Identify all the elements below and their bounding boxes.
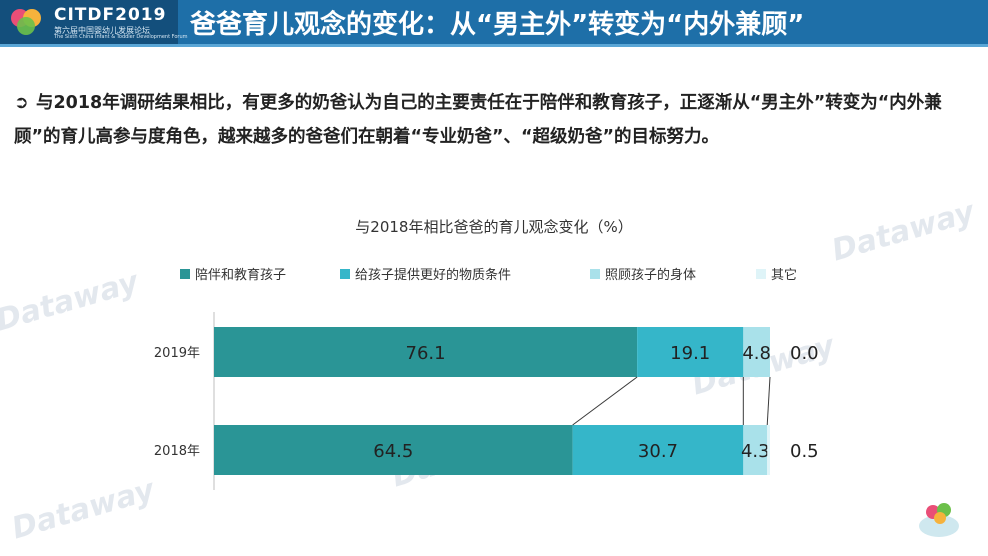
category-label: 2018年 [154,444,200,459]
logo: CITDF2019 第六届中国婴幼儿发展论坛 The Sixth China I… [0,0,188,44]
summary-text-block: ➲ 与2018年调研结果相比，有更多的奶爸认为自己的主要责任在于陪伴和教育孩子，正… [14,86,974,154]
series-line [572,376,638,426]
legend-swatch [756,269,766,279]
logo-title: CITDF2019 [54,5,167,25]
logo-subtitle: 第六届中国婴幼儿发展论坛 [54,26,150,35]
legend-swatch [340,269,350,279]
bar-segment [743,425,768,475]
summary-text: 与2018年调研结果相比，有更多的奶爸认为自己的主要责任在于陪伴和教育孩子，正逐… [14,93,942,147]
data-label: 76.1 [406,343,446,364]
bullet-arrow-icon: ➲ [14,93,29,113]
bar-segment [637,327,744,377]
category-label: 2019年 [154,346,200,361]
legend-label: 其它 [771,267,797,283]
logo-subtitle-en: The Sixth China Infant & Toddler Develop… [54,34,188,40]
legend-label: 照顾孩子的身体 [605,267,696,283]
legend-swatch [180,269,190,279]
bar-segment [214,425,573,475]
data-label: 0.5 [790,441,819,462]
bar-segment [214,327,638,377]
series-line [766,376,771,426]
data-label: 4.3 [741,441,770,462]
bar-segment [743,327,770,377]
legend-swatch [590,269,600,279]
bar-segment [572,425,744,475]
chart-title: 与2018年相比爸爸的育儿观念变化（%） [355,218,633,236]
legend-label: 陪伴和教育孩子 [195,267,286,283]
corner-logo-icon [919,503,959,537]
data-label: 19.1 [670,343,710,364]
data-label: 64.5 [373,441,413,462]
page-title: 爸爸育儿观念的变化：从“男主外”转变为“内外兼顾” [190,10,805,40]
header-accent-line [0,44,988,47]
data-label: 4.8 [742,343,771,364]
logo-heart-icon [11,9,41,35]
legend-label: 给孩子提供更好的物质条件 [355,267,511,283]
data-label: 0.0 [790,343,819,364]
data-label: 30.7 [638,441,678,462]
bar-segment [767,425,770,475]
